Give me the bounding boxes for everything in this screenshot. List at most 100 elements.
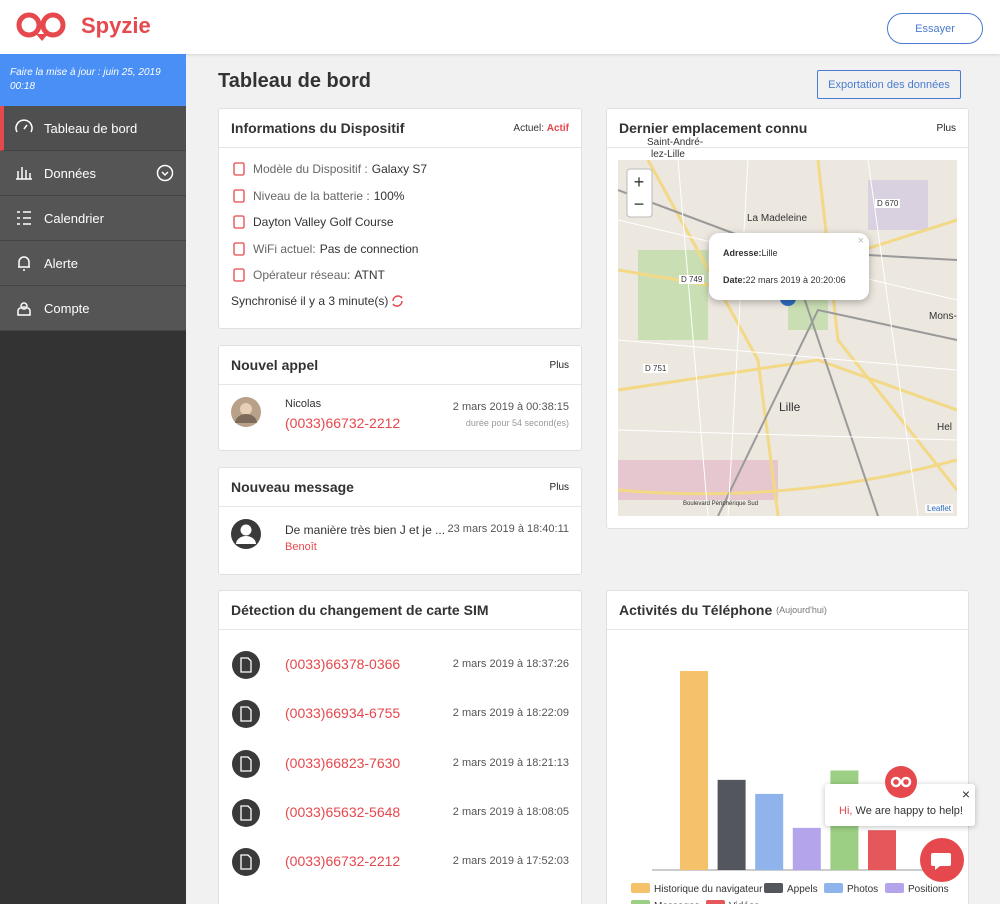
try-button[interactable]: Essayer — [887, 13, 983, 44]
menu-item[interactable]: Données — [0, 151, 186, 196]
map-label: D 751 — [643, 364, 668, 373]
message-date: 23 mars 2019 à 18:40:11 — [448, 523, 570, 535]
panel-title: Nouvel appel — [231, 357, 318, 373]
sim-row: (0033)66934-67552 mars 2019 à 18:22:09 — [219, 679, 581, 728]
sim-date: 2 mars 2019 à 18:08:05 — [453, 806, 569, 818]
legend-swatch — [885, 883, 904, 893]
sim-row: (0033)66823-7630 2 mars 2019 à 18:21:13 — [219, 729, 581, 778]
export-button[interactable]: Exportation des données — [817, 70, 961, 99]
bar — [680, 671, 708, 870]
bar — [868, 830, 896, 870]
sim-number[interactable]: (0033)66732-2212 — [285, 853, 400, 869]
device-rows: Modèle du Dispositif :Galaxy S7 Niveau de… — [219, 148, 581, 289]
chart-title: Activités du Téléphone — [619, 602, 772, 618]
legend-swatch — [631, 900, 650, 904]
device-panel: Informations du Dispositif Actuel: Actif… — [218, 108, 582, 329]
icon-shape — [162, 172, 168, 175]
more-link[interactable]: Plus — [937, 123, 956, 134]
icon-shape — [16, 167, 32, 179]
menu-item[interactable]: Compte — [0, 286, 186, 331]
map-label: D 670 — [875, 199, 900, 208]
menu-icon — [14, 298, 34, 318]
popup-label: Date: — [723, 275, 746, 285]
bar — [718, 780, 746, 870]
sync-row: Synchronisé il y a 3 minute(s) — [219, 289, 581, 313]
icon-shape — [18, 257, 30, 270]
menu-item[interactable]: Tableau de bord — [0, 106, 186, 151]
sim-number[interactable]: (0033)65632-5648 — [285, 804, 400, 820]
popup-close[interactable]: × — [858, 235, 864, 247]
device-value: 100% — [374, 189, 405, 203]
icon-shape — [234, 163, 244, 175]
panel-header: Nouveau message Plus — [219, 468, 581, 507]
menu-icon — [14, 118, 34, 138]
sim-row: (0033)66732-22122 mars 2019 à 17:52:03 — [219, 827, 581, 876]
sync-text: Synchronisé il y a 3 minute(s) — [231, 294, 388, 308]
chat-close[interactable]: × — [962, 786, 970, 802]
device-icon — [231, 188, 247, 204]
legend-swatch — [631, 883, 650, 893]
message-text: De manière très bien J et je ... — [285, 523, 445, 537]
menu-item[interactable]: Alerte — [0, 241, 186, 286]
more-link[interactable]: Plus — [550, 482, 569, 493]
chart-subtitle: (Aujourd'hui) — [776, 605, 827, 615]
panel-header: Informations du Dispositif Actuel: Actif — [219, 109, 581, 148]
chat-text: We are happy to help! — [856, 805, 963, 817]
icon-shape — [18, 303, 30, 315]
sim-icon — [231, 749, 261, 779]
chat-greeting: Hi, — [839, 805, 852, 817]
icon-shape — [16, 120, 32, 132]
map-label: Lille — [779, 400, 800, 414]
icon-shape — [232, 848, 260, 876]
sim-number[interactable]: (0033)66823-7630 — [285, 755, 400, 771]
sim-rows: (0033)66378-03662 mars 2019 à 18:37:26(0… — [219, 630, 581, 876]
device-row: Opérateur réseau:ATNT — [231, 262, 569, 289]
map-label: Mons- — [929, 311, 957, 322]
map-label: D 749 — [679, 275, 704, 284]
status-label: Actuel: — [513, 123, 544, 134]
icon-shape — [17, 212, 31, 224]
map-label: Saint-André- — [647, 137, 703, 148]
popup-address: Lille — [762, 248, 778, 258]
sim-number[interactable]: (0033)66934-6755 — [285, 705, 400, 721]
panel-title: Nouveau message — [231, 479, 354, 495]
header: Spyzie Essayer — [0, 0, 1000, 54]
menu-item[interactable]: Calendrier — [0, 196, 186, 241]
icon-shape — [234, 190, 244, 202]
message-sender: Benoît — [285, 541, 317, 553]
device-label: Opérateur réseau: — [253, 268, 350, 282]
menu-label: Tableau de bord — [44, 121, 137, 136]
legend-label: Positions — [908, 884, 949, 895]
sim-icon — [231, 650, 261, 680]
caller-number[interactable]: (0033)66732-2212 — [285, 415, 400, 431]
legend-label: Historique du navigateur — [654, 884, 763, 895]
map-label: Hel — [937, 422, 952, 433]
device-row: Modèle du Dispositif :Galaxy S7 — [231, 156, 569, 183]
message-panel: Nouveau message Plus De manière très bien… — [218, 467, 582, 575]
device-label: Niveau de la batterie : — [253, 189, 370, 203]
legend-label: Appels — [787, 884, 818, 895]
map-attribution[interactable]: Leaflet — [925, 504, 953, 513]
logo-text: Spyzie — [81, 13, 151, 39]
device-icon — [231, 267, 247, 283]
menu-label: Alerte — [44, 256, 78, 271]
sim-row: (0033)66378-03662 mars 2019 à 18:37:26 — [219, 630, 581, 679]
page-title: Tableau de bord — [218, 70, 371, 93]
device-icon — [231, 161, 247, 177]
sim-date: 2 mars 2019 à 18:21:13 — [453, 757, 569, 769]
device-value: Galaxy S7 — [372, 162, 427, 176]
menu-label: Calendrier — [44, 211, 104, 226]
more-link[interactable]: Plus — [550, 360, 569, 371]
device-icon — [231, 214, 247, 230]
icon-shape — [232, 651, 260, 679]
update-notice[interactable]: Faire la mise à jour : juin 25, 2019 00:… — [0, 54, 186, 106]
sim-number[interactable]: (0033)66378-0366 — [285, 656, 400, 672]
sim-icon — [231, 699, 261, 729]
legend-swatch — [764, 883, 783, 893]
legend-label: Photos — [847, 884, 878, 895]
avatar — [230, 396, 262, 428]
chat-button[interactable] — [920, 838, 964, 882]
icon-shape — [158, 166, 173, 181]
menu-label: Données — [44, 166, 96, 181]
